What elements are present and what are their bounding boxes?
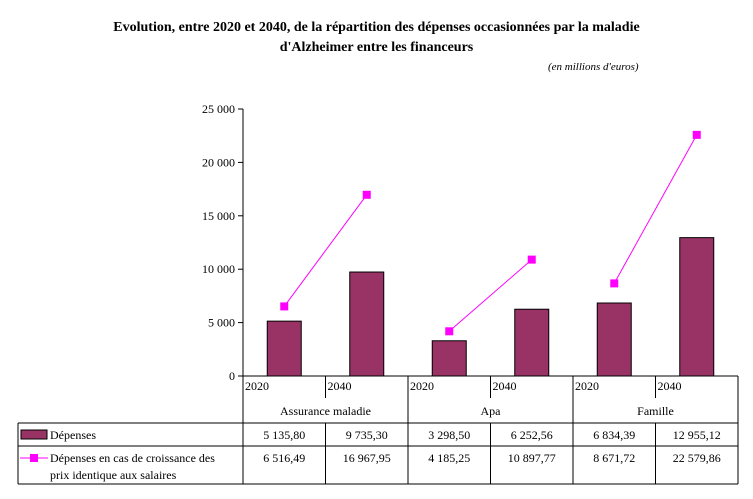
line-marker-salaires: [445, 327, 454, 336]
line-marker-salaires: [362, 190, 371, 199]
bar-depenses: [679, 237, 715, 377]
title-line-1: Evolution, entre 2020 et 2040, de la rép…: [113, 20, 640, 35]
data-label-salaires: 16 967,95: [343, 451, 391, 465]
title-line-2: d'Alzheimer entre les financeurs: [279, 40, 474, 55]
y-tick-label: 25 000: [202, 102, 235, 116]
chart-title: Evolution, entre 2020 et 2040, de la rép…: [0, 18, 753, 58]
x-tick-label: 2040: [493, 379, 517, 393]
data-label-depenses: 9 735,30: [346, 428, 388, 442]
x-tick-label: 2040: [658, 379, 682, 393]
data-label-depenses: 6 252,56: [511, 428, 553, 442]
legend-bar-swatch: [20, 429, 48, 440]
bar-depenses: [431, 340, 467, 377]
x-tick-label: 2020: [575, 379, 599, 393]
legend-salaires-line1: Dépenses en cas de croissance des: [50, 451, 215, 465]
y-tick-label: 15 000: [202, 209, 235, 223]
x-tick-label: 2020: [245, 379, 269, 393]
data-label-salaires: 22 579,86: [673, 451, 721, 465]
group-label: Famille: [637, 404, 674, 418]
unit-note: (en millions d'euros): [548, 61, 639, 73]
data-label-salaires: 4 185,25: [428, 451, 470, 465]
legend-line-marker: [30, 454, 38, 462]
legend-salaires-line2: prix identique aux salaires: [50, 468, 177, 482]
data-label-salaires: 10 897,77: [508, 451, 556, 465]
y-tick-label: 5 000: [208, 316, 235, 330]
y-tick-label: 0: [229, 369, 235, 383]
line-segment-salaires: [613, 134, 698, 284]
bar-depenses: [514, 308, 550, 377]
legend-depenses: Dépenses: [50, 428, 96, 442]
data-label-depenses: 3 298,50: [428, 428, 470, 442]
bar-depenses: [266, 320, 302, 377]
y-tick-label: 20 000: [202, 155, 235, 169]
x-tick-label: 2020: [410, 379, 434, 393]
data-label-depenses: 12 955,12: [673, 428, 721, 442]
data-label-salaires: 8 671,72: [593, 451, 635, 465]
line-segment-salaires: [448, 259, 533, 332]
group-label: Assurance maladie: [280, 404, 371, 418]
data-label-salaires: 6 516,49: [263, 451, 305, 465]
line-marker-salaires: [280, 302, 289, 311]
bar-depenses: [349, 271, 385, 377]
group-label: Apa: [481, 404, 502, 418]
line-marker-salaires: [692, 130, 701, 139]
line-marker-salaires: [610, 279, 619, 288]
x-tick-label: 2040: [328, 379, 352, 393]
data-label-depenses: 6 834,39: [593, 428, 635, 442]
bar-depenses: [596, 302, 632, 377]
y-tick-label: 10 000: [202, 262, 235, 276]
line-segment-salaires: [283, 194, 368, 307]
data-label-depenses: 5 135,80: [263, 428, 305, 442]
line-marker-salaires: [527, 255, 536, 264]
